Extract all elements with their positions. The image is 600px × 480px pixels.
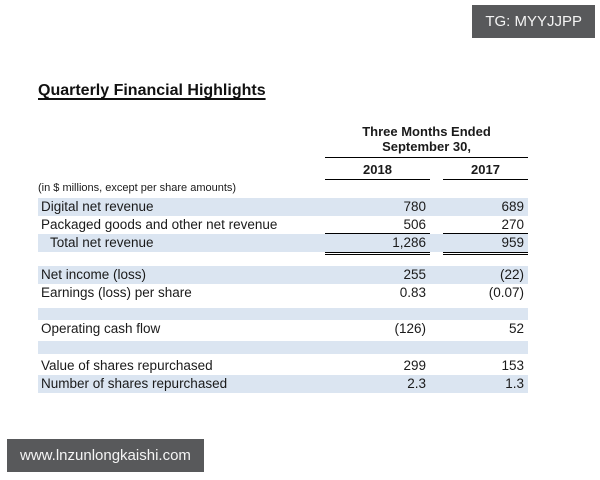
column-gap	[430, 375, 443, 393]
table-row-digital-net-revenue: Digital net revenue 780 689	[38, 198, 528, 216]
row-value-2018: 0.83	[399, 285, 426, 300]
telegram-watermark-badge: TG: MYYJJPP	[472, 5, 595, 38]
column-headers: 2018 2017	[325, 163, 528, 180]
units-note: (in $ millions, except per share amounts…	[38, 182, 237, 194]
row-value-2017: (22)	[499, 267, 524, 282]
row-value-2018: 506	[325, 216, 430, 234]
column-gap	[430, 252, 443, 266]
column-gap	[430, 284, 443, 302]
row-label: Net income (loss)	[41, 267, 147, 282]
row-value-2017: (0.07)	[488, 285, 524, 300]
financial-table: Digital net revenue 780 689 Packaged goo…	[38, 198, 528, 393]
column-gap	[430, 163, 443, 180]
website-watermark-badge: www.lnzunlongkaishi.com	[7, 439, 204, 472]
period-header: Three Months Ended September 30,	[325, 124, 528, 158]
row-value-2018: 1,286	[392, 235, 426, 250]
column-gap	[430, 266, 443, 284]
table-row-net-income: Net income (loss) 255 (22)	[38, 266, 528, 284]
financial-highlights-document: Quarterly Financial Highlights Three Mon…	[38, 82, 528, 393]
column-gap	[430, 216, 443, 234]
row-value-2017: 959	[501, 235, 524, 250]
column-gap	[430, 234, 443, 252]
double-rule-2018	[325, 252, 430, 266]
total-double-rule-spacer	[38, 252, 528, 266]
double-rule-2017	[443, 252, 528, 266]
row-value-2018: 2.3	[407, 376, 426, 391]
spacer-cell	[38, 252, 325, 266]
row-value-2018: 780	[403, 199, 426, 214]
table-row-earnings-per-share: Earnings (loss) per share 0.83 (0.07)	[38, 284, 528, 302]
column-gap	[430, 357, 443, 375]
column-gap	[430, 320, 443, 338]
row-value-2017: 270	[443, 216, 528, 234]
period-header-line1: Three Months Ended	[362, 124, 491, 139]
row-value-2017: 52	[508, 321, 524, 336]
row-label: Packaged goods and other net revenue	[41, 217, 278, 232]
row-value-2018: (126)	[394, 321, 426, 336]
table-row-packaged-goods-revenue: Packaged goods and other net revenue 506…	[38, 216, 528, 234]
table-row-operating-cash-flow: Operating cash flow (126) 52	[38, 320, 528, 338]
row-label: Total net revenue	[50, 235, 154, 250]
row-value-2018: 299	[403, 358, 426, 373]
row-value-2017: 689	[501, 199, 524, 214]
column-header-2018: 2018	[325, 163, 430, 180]
table-row-value-shares-repurchased: Value of shares repurchased 299 153	[38, 357, 528, 375]
row-label: Earnings (loss) per share	[41, 285, 192, 300]
shaded-spacer	[38, 341, 528, 354]
column-gap	[430, 198, 443, 216]
row-label: Operating cash flow	[41, 321, 161, 336]
row-label: Value of shares repurchased	[41, 358, 213, 373]
row-label: Digital net revenue	[41, 199, 154, 214]
row-value-2017: 1.3	[505, 376, 524, 391]
row-value-2017: 153	[501, 358, 524, 373]
row-value-2018: 255	[403, 267, 426, 282]
row-label: Number of shares repurchased	[41, 376, 228, 391]
table-row-number-shares-repurchased: Number of shares repurchased 2.3 1.3	[38, 375, 528, 393]
column-header-2017: 2017	[443, 163, 528, 180]
table-row-total-net-revenue: Total net revenue 1,286 959	[38, 234, 528, 252]
shaded-spacer	[38, 308, 528, 320]
period-header-line2: September 30,	[382, 139, 471, 154]
page-title: Quarterly Financial Highlights	[38, 82, 266, 99]
